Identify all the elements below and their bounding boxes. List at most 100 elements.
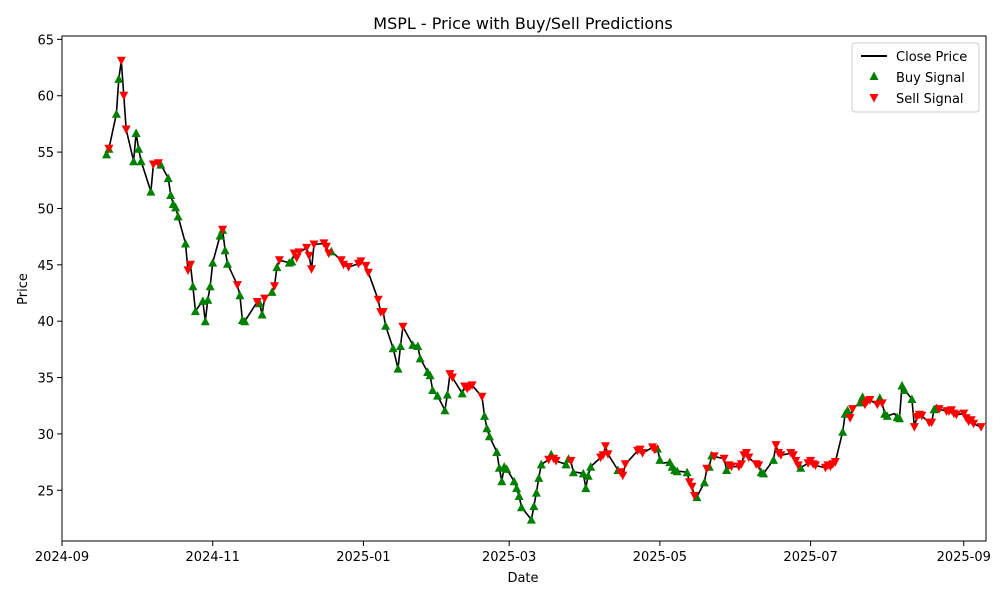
sell-signal-marker <box>566 456 576 466</box>
buy-signal-marker <box>396 341 405 350</box>
buy-signal-marker <box>415 353 425 363</box>
sell-signal-marker <box>294 248 304 257</box>
legend: Close Price Buy Signal Sell Signal <box>851 42 980 113</box>
sell-signal-marker <box>951 410 961 420</box>
buy-signal-marker <box>699 477 709 487</box>
buy-signal-marker <box>529 501 539 511</box>
sell-signal-marker <box>121 125 131 135</box>
sell-signal-marker <box>620 460 630 469</box>
buy-signal-marker <box>457 388 467 398</box>
legend-buy-signal: Buy Signal <box>896 71 965 86</box>
buy-signal-marker <box>208 258 218 267</box>
x-tick-label: 2025-01 <box>336 550 390 565</box>
sell-signal-marker <box>186 260 195 270</box>
sell-signal-marker <box>865 396 875 405</box>
buy-signal-marker <box>163 173 173 183</box>
buy-signal-marker <box>517 502 526 512</box>
buy-signal-marker <box>514 491 524 500</box>
legend-sell-swatch <box>869 94 879 103</box>
buy-signal-marker <box>855 397 865 407</box>
sell-signal-marker <box>741 449 751 458</box>
x-axis-label: Date <box>507 571 538 586</box>
sell-signal-marker <box>709 452 719 461</box>
x-axis: 2024-09 2024-11 2025-01 2025-03 2025-05 2025-… <box>35 541 991 565</box>
buy-signal-marker <box>536 459 546 469</box>
buy-signal-marker <box>235 290 245 300</box>
sell-signal-marker <box>969 419 979 429</box>
sell-signal-marker <box>373 295 383 305</box>
buy-signal-marker <box>200 316 210 326</box>
sell-signal-marker <box>934 405 944 414</box>
sell-signal-marker <box>274 256 284 265</box>
sell-signal-marker <box>309 240 319 249</box>
sell-signal-marker <box>218 225 228 235</box>
sell-signal-marker <box>603 450 613 459</box>
buy-signal-marker <box>223 259 232 268</box>
buy-signal-marker <box>440 405 450 415</box>
legend-box <box>851 42 980 113</box>
plot-area <box>102 56 986 524</box>
sell-signal-marker <box>551 456 561 466</box>
buy-signal-marker <box>769 455 778 464</box>
buy-signal-marker <box>171 202 181 212</box>
buy-signal-marker <box>136 156 146 166</box>
sell-signal-marker <box>344 263 354 272</box>
buy-signal-marker <box>388 343 398 353</box>
y-tick-label: 40 <box>37 315 54 330</box>
sell-signal-marker <box>811 461 820 470</box>
buy-signal-marker <box>146 187 156 196</box>
buy-signal-marker <box>497 476 507 486</box>
buy-signal-marker <box>442 390 452 399</box>
buy-signal-marker <box>272 262 282 272</box>
sell-signal-marker <box>845 414 855 423</box>
sell-signal-marker <box>618 471 628 481</box>
buy-signal-marker <box>900 385 909 394</box>
buy-signal-marker <box>581 483 591 493</box>
y-tick-label: 60 <box>37 90 54 105</box>
buy-signal-marker <box>190 306 200 316</box>
buy-signal-marker <box>381 321 391 330</box>
sell-signal-marker <box>307 265 316 274</box>
buy-signal-marker <box>512 483 522 493</box>
buy-signal-marker <box>433 391 442 400</box>
buy-signal-marker <box>586 462 596 471</box>
sell-signal-marker <box>104 144 114 154</box>
sell-signal-marker <box>153 159 163 168</box>
sell-signal-marker <box>830 458 840 467</box>
buy-signal-marker <box>393 364 403 373</box>
sell-signal-marker <box>744 453 754 463</box>
buy-signal-marker <box>413 341 423 350</box>
buy-signal-marker <box>287 256 297 266</box>
buy-signal-marker <box>114 74 124 83</box>
sell-signal-marker <box>447 373 457 383</box>
buy-signal-marker <box>682 467 692 477</box>
sell-signal-marker <box>336 256 346 265</box>
buy-signal-marker <box>267 287 277 296</box>
sell-signal-marker <box>638 449 648 458</box>
y-tick-label: 65 <box>37 33 54 48</box>
legend-close-price: Close Price <box>896 50 967 65</box>
sell-signal-marker <box>848 405 858 414</box>
sell-signal-marker <box>302 243 312 253</box>
buy-signal-marker <box>181 238 190 248</box>
buy-signal-marker <box>134 144 144 153</box>
buy-signal-marker <box>583 471 593 480</box>
buy-signal-marker <box>843 405 853 415</box>
buy-signal-marker <box>672 466 682 476</box>
buy-signal-marker <box>480 411 489 420</box>
buy-signal-marker <box>578 468 588 478</box>
sell-signal-marker <box>324 249 334 259</box>
x-tick-label: 2025-09 <box>937 550 991 565</box>
sell-signal-marker <box>321 242 331 252</box>
sell-signal-marker <box>719 454 729 464</box>
buy-signal-marker <box>655 455 665 464</box>
buy-signal-marker <box>215 231 225 240</box>
sell-signal-marker <box>477 392 487 402</box>
buy-signal-marker <box>838 427 848 436</box>
sell-signal-marker <box>361 261 371 271</box>
buy-signal-marker <box>425 370 435 380</box>
sell-signal-marker <box>959 409 969 419</box>
sell-signal-marker <box>356 257 366 266</box>
sell-signal-marker <box>927 418 937 428</box>
sell-signal-marker <box>736 460 746 469</box>
